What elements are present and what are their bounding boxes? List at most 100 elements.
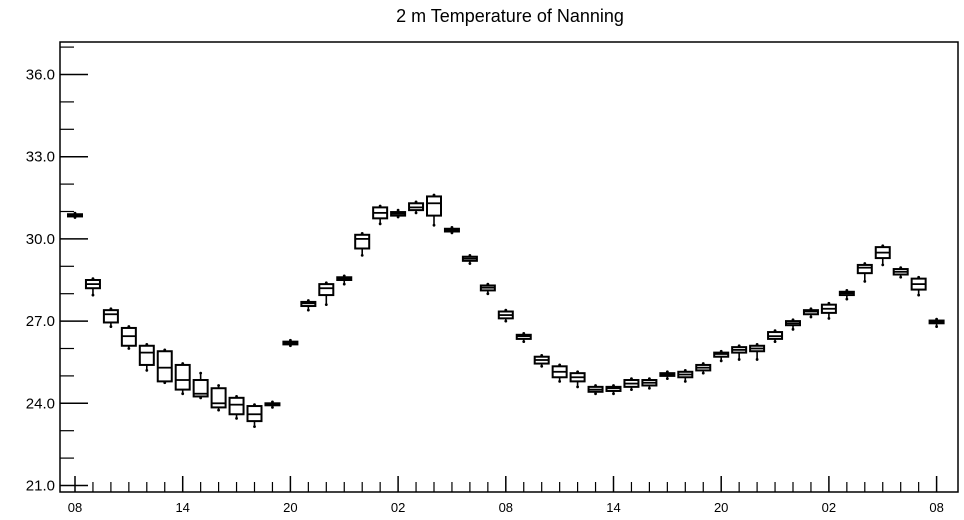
max-cap (199, 371, 203, 375)
box-mark (587, 384, 604, 396)
min-cap (773, 340, 777, 344)
box-mark (246, 403, 263, 428)
box-mark (497, 308, 514, 323)
min-cap (935, 325, 938, 328)
box-mark (910, 275, 927, 297)
x-tick-label: 02 (391, 500, 405, 515)
min-cap (414, 211, 418, 215)
box-mark (802, 307, 819, 319)
min-cap (432, 223, 436, 227)
min-cap (791, 327, 795, 331)
box-mark (426, 193, 442, 227)
y-tick-label: 36.0 (26, 67, 55, 84)
x-tick-label: 08 (929, 500, 943, 515)
min-cap (845, 297, 849, 301)
min-cap (612, 392, 615, 396)
box-body (228, 396, 245, 416)
box-mark (551, 363, 568, 383)
min-cap (235, 416, 238, 420)
box-body (318, 283, 335, 297)
box-body (354, 233, 371, 250)
min-cap (217, 408, 221, 412)
min-cap (271, 406, 274, 409)
min-cap (378, 222, 382, 226)
y-tick-label: 33.0 (26, 149, 55, 166)
x-tick-label: 14 (606, 500, 620, 515)
box-mark (318, 281, 335, 307)
box-mark (67, 211, 83, 219)
y-tick-label: 24.0 (26, 395, 55, 412)
min-cap (91, 293, 95, 297)
box-mark (641, 377, 658, 390)
box-mark (838, 289, 855, 301)
box-mark (461, 253, 478, 265)
min-cap (917, 293, 921, 297)
box-mark (156, 348, 173, 385)
min-cap (468, 262, 472, 265)
box-mark (479, 282, 496, 296)
box-mark (928, 317, 945, 328)
box-series (67, 193, 945, 428)
box-mark (390, 208, 407, 219)
box-mark (354, 232, 371, 257)
x-tick-label: 02 (822, 500, 836, 515)
box-body (156, 350, 173, 383)
y-tick-label: 30.0 (26, 231, 55, 248)
min-cap (648, 386, 651, 390)
box-mark (300, 299, 317, 312)
box-mark (102, 307, 119, 328)
max-cap (396, 208, 400, 212)
box-body (174, 363, 191, 391)
x-tick-label: 20 (714, 500, 728, 515)
box-mark (120, 325, 137, 350)
box-mark (856, 262, 873, 283)
box-mark (515, 332, 532, 344)
min-cap (540, 364, 544, 368)
x-tick-label: 08 (499, 500, 513, 515)
box-mark (820, 301, 837, 320)
x-tick-label: 14 (175, 500, 189, 515)
x-tick-label: 20 (283, 500, 297, 515)
min-cap (109, 325, 113, 328)
box-mark (605, 384, 622, 396)
box-mark (713, 349, 730, 363)
min-cap (719, 359, 723, 363)
box-mark (533, 353, 550, 368)
box-mark (677, 369, 694, 383)
box-mark (336, 274, 353, 286)
box-mark (84, 277, 101, 297)
box-mark (138, 342, 155, 372)
min-cap (342, 282, 346, 286)
min-cap (683, 379, 687, 383)
min-cap (558, 379, 562, 383)
min-cap (127, 347, 131, 350)
max-cap (217, 384, 221, 387)
min-cap (881, 263, 885, 267)
box-mark (192, 371, 209, 400)
box-mark (785, 318, 801, 331)
y-axis: 21.0 24.0 27.0 30.0 33.0 36.0 (26, 46, 88, 495)
x-tick-label: 08 (68, 500, 82, 515)
box-body (138, 344, 155, 366)
box-mark (372, 204, 389, 226)
box-mark (228, 395, 245, 420)
min-cap (324, 303, 328, 307)
box-mark (408, 200, 425, 215)
box-body (856, 263, 873, 275)
x-axis: 08 14 20 02 08 14 20 02 08 (68, 476, 944, 515)
box-body (210, 387, 227, 409)
min-cap (306, 308, 310, 312)
box-body (192, 379, 209, 398)
min-cap (665, 377, 669, 381)
min-cap (145, 369, 149, 372)
min-cap (594, 392, 597, 396)
box-body (102, 309, 119, 324)
min-cap (360, 253, 364, 257)
min-cap (576, 385, 579, 389)
box-mark (749, 342, 766, 361)
min-cap (809, 315, 813, 319)
min-cap (630, 388, 633, 391)
box-mark (892, 266, 909, 279)
box-body (426, 195, 442, 217)
